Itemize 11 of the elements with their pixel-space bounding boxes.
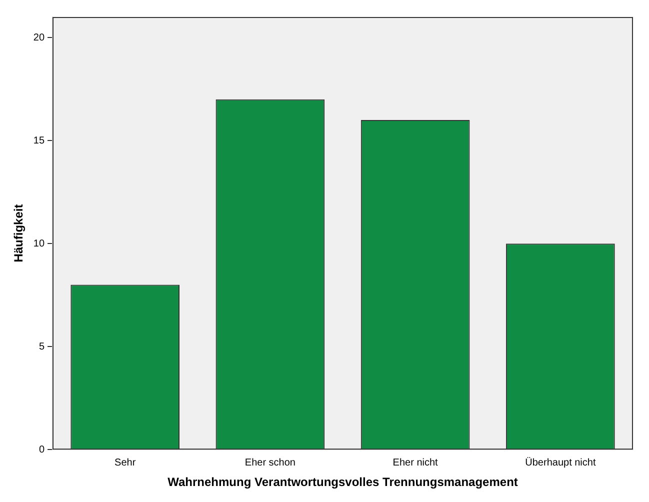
y-tick-label: 15 <box>33 135 45 146</box>
x-tick-label: Eher schon <box>244 457 296 468</box>
y-tick-label: 20 <box>33 32 45 44</box>
y-tick-label: 10 <box>33 238 45 250</box>
x-tick-label: Eher nicht <box>392 457 438 468</box>
x-tick-label: Überhaupt nicht <box>525 456 596 468</box>
x-axis-title: Wahrnehmung Verantwortungsvolles Trennungsmanagement <box>168 475 518 490</box>
y-tick-label: 5 <box>38 341 45 352</box>
y-tick-label: 0 <box>38 444 45 456</box>
y-axis-title: Häufigkeit <box>12 204 26 262</box>
x-tick-label: Sehr <box>114 457 136 468</box>
